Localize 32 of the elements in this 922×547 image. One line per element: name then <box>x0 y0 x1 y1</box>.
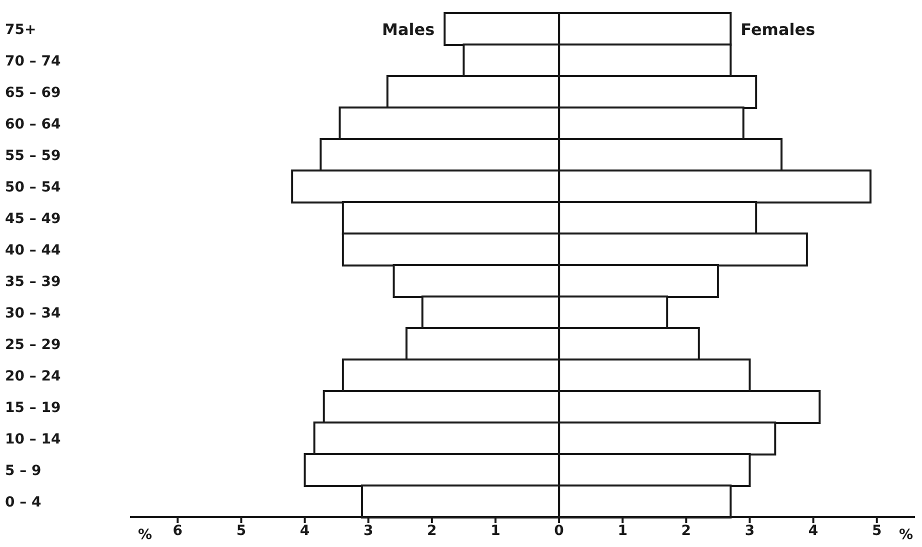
series-label: Females <box>740 20 816 39</box>
y-tick-label: 50 – 54 <box>5 179 61 196</box>
y-tick-label: 55 – 59 <box>5 148 61 164</box>
y-tick-label: 70 – 74 <box>5 53 61 70</box>
x-tick-label: 5 <box>236 522 246 539</box>
series-label: Males <box>382 20 435 39</box>
x-tick-label: 4 <box>300 522 310 539</box>
y-tick-label: 15 – 19 <box>5 400 61 416</box>
x-tick-label: 3 <box>363 522 374 539</box>
y-tick-label: 30 – 34 <box>5 305 61 322</box>
y-tick-label: 0 – 4 <box>5 494 42 510</box>
y-tick-label: 25 – 29 <box>5 336 61 353</box>
y-tick-label: 10 – 14 <box>5 431 61 448</box>
y-tick-label: 60 – 64 <box>5 116 61 132</box>
x-tick-label: 1 <box>618 522 628 539</box>
x-tick-label: 6 <box>172 522 183 539</box>
y-tick-label: 65 – 69 <box>5 84 61 101</box>
y-tick-label: 20 – 24 <box>5 368 61 384</box>
y-tick-label: 40 – 44 <box>5 242 61 258</box>
x-tick-label: 0 <box>554 522 564 539</box>
y-tick-label: 75+ <box>5 22 36 38</box>
x-tick-label: 5 <box>872 522 882 539</box>
y-tick-label: 5 – 9 <box>5 462 42 479</box>
x-tick-label: 3 <box>744 522 755 539</box>
x-tick-label: 4 <box>808 522 818 539</box>
x-tick-label: 2 <box>427 522 437 539</box>
text: % <box>138 527 152 543</box>
x-tick-label: 2 <box>681 522 692 539</box>
y-tick-label: 45 – 49 <box>5 210 61 227</box>
text: % <box>898 527 913 543</box>
y-tick-label: 35 – 39 <box>5 274 61 290</box>
x-tick-label: 1 <box>490 522 500 539</box>
